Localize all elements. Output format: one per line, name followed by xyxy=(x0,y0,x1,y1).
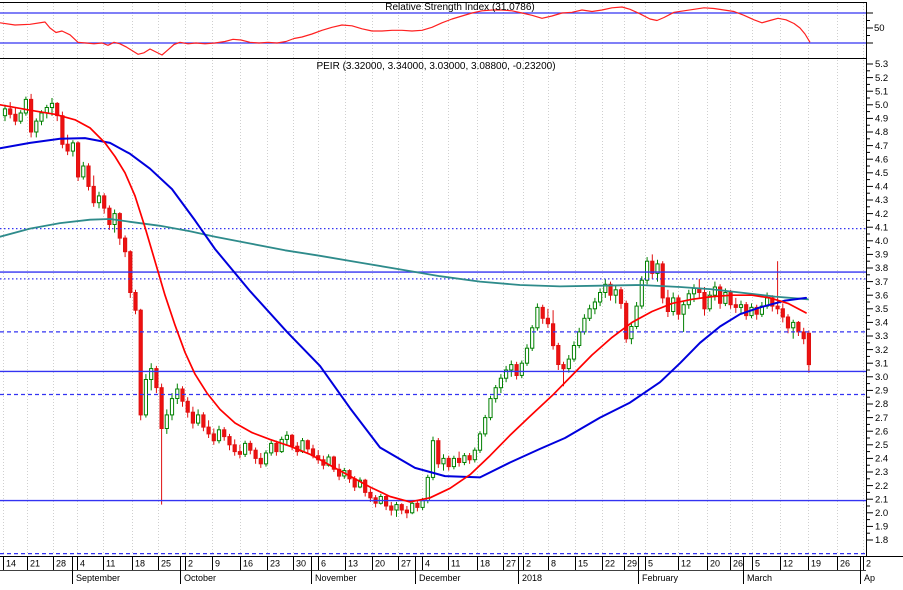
svg-text:4.0: 4.0 xyxy=(875,236,888,247)
svg-text:11: 11 xyxy=(106,559,115,569)
svg-text:23: 23 xyxy=(270,559,280,569)
rsi-indicator-title: Relative Strength Index (31.0786) xyxy=(385,2,535,13)
svg-text:11: 11 xyxy=(451,559,460,569)
svg-text:4.8: 4.8 xyxy=(875,127,888,138)
svg-text:3.5: 3.5 xyxy=(875,304,888,315)
svg-text:6: 6 xyxy=(321,559,326,569)
svg-text:November: November xyxy=(315,573,357,583)
price-axis: 5.3 5.2 5.1 5.0 4.9 4.8 4.7 4.6 4.5 4.4 4.3 4.2 4.1 4… xyxy=(866,59,888,546)
svg-text:3.1: 3.1 xyxy=(875,358,888,369)
svg-text:4: 4 xyxy=(80,559,85,569)
rsi-axis-ticks xyxy=(866,12,873,44)
svg-text:4.1: 4.1 xyxy=(875,222,888,233)
svg-text:October: October xyxy=(184,573,216,583)
svg-text:5: 5 xyxy=(648,559,653,569)
ma-long-teal xyxy=(0,218,809,301)
svg-text:2.8: 2.8 xyxy=(875,399,888,410)
svg-text:February: February xyxy=(642,573,679,583)
date-axis-months: September October November December 2018 Febr… xyxy=(72,557,875,584)
svg-text:25: 25 xyxy=(161,559,171,569)
svg-text:27: 27 xyxy=(401,559,411,569)
rsi-line xyxy=(0,6,811,56)
svg-text:3.9: 3.9 xyxy=(875,250,888,261)
svg-text:13: 13 xyxy=(348,559,358,569)
svg-text:2.6: 2.6 xyxy=(875,426,888,437)
svg-text:5.3: 5.3 xyxy=(875,59,888,70)
svg-text:2.0: 2.0 xyxy=(875,508,888,519)
svg-text:2.1: 2.1 xyxy=(875,494,888,505)
svg-text:September: September xyxy=(76,573,120,583)
ma-fast-red xyxy=(0,103,807,503)
svg-text:22: 22 xyxy=(605,559,615,569)
svg-text:3.8: 3.8 xyxy=(875,263,888,274)
svg-text:5.1: 5.1 xyxy=(875,86,888,97)
svg-text:2.7: 2.7 xyxy=(875,413,888,424)
svg-text:4.2: 4.2 xyxy=(875,209,888,220)
svg-text:4.3: 4.3 xyxy=(875,195,888,206)
svg-text:3.6: 3.6 xyxy=(875,290,888,301)
svg-text:27: 27 xyxy=(506,559,516,569)
svg-text:4.4: 4.4 xyxy=(875,182,888,193)
svg-text:19: 19 xyxy=(811,559,821,569)
svg-text:2.3: 2.3 xyxy=(875,467,888,478)
rsi-level-lines xyxy=(0,12,866,44)
price-level-lines xyxy=(0,228,866,555)
svg-text:March: March xyxy=(747,573,772,583)
svg-text:3.0: 3.0 xyxy=(875,372,888,383)
svg-text:2.9: 2.9 xyxy=(875,386,888,397)
svg-text:8: 8 xyxy=(551,559,556,569)
svg-text:2.4: 2.4 xyxy=(875,454,888,465)
svg-text:4.5: 4.5 xyxy=(875,168,888,179)
svg-text:3.7: 3.7 xyxy=(875,277,888,288)
svg-text:4.7: 4.7 xyxy=(875,141,888,152)
svg-text:26: 26 xyxy=(840,559,850,569)
svg-text:30: 30 xyxy=(296,559,306,569)
svg-text:3.3: 3.3 xyxy=(875,331,888,342)
svg-text:18: 18 xyxy=(135,559,145,569)
svg-text:1.8: 1.8 xyxy=(875,535,888,546)
svg-text:4: 4 xyxy=(425,559,430,569)
svg-text:2.5: 2.5 xyxy=(875,440,888,451)
svg-text:12: 12 xyxy=(783,559,793,569)
candles-layer xyxy=(2,93,811,519)
svg-text:20: 20 xyxy=(375,559,385,569)
svg-text:4.6: 4.6 xyxy=(875,154,888,165)
svg-text:15: 15 xyxy=(578,559,588,569)
svg-text:12: 12 xyxy=(681,559,691,569)
svg-text:2: 2 xyxy=(866,559,871,569)
svg-text:2.2: 2.2 xyxy=(875,481,888,492)
svg-text:14: 14 xyxy=(6,559,16,569)
svg-text:9: 9 xyxy=(215,559,220,569)
svg-text:5.2: 5.2 xyxy=(875,73,888,84)
svg-text:29: 29 xyxy=(627,559,637,569)
svg-text:28: 28 xyxy=(56,559,66,569)
svg-text:Ap: Ap xyxy=(864,573,875,583)
grid-layer xyxy=(3,3,864,555)
svg-text:18: 18 xyxy=(480,559,490,569)
svg-text:3.2: 3.2 xyxy=(875,345,888,356)
svg-text:4.9: 4.9 xyxy=(875,114,888,125)
svg-text:5: 5 xyxy=(755,559,760,569)
panel-borders xyxy=(0,2,903,571)
svg-text:20: 20 xyxy=(710,559,720,569)
svg-text:2: 2 xyxy=(526,559,531,569)
svg-text:December: December xyxy=(419,573,461,583)
ma-slow-blue xyxy=(0,137,807,479)
svg-text:2018: 2018 xyxy=(522,573,542,583)
svg-text:16: 16 xyxy=(243,559,253,569)
symbol-title: PEIR (3.32000, 3.34000, 3.03000, 3.08800… xyxy=(316,61,556,72)
svg-text:1.9: 1.9 xyxy=(875,522,888,533)
svg-text:21: 21 xyxy=(30,559,40,569)
svg-text:5.0: 5.0 xyxy=(875,100,888,111)
date-axis-weeks: 14 21 28 4 11 18 25 2 9 16 23 30 6 13 20 27 4 11 18 27 2 8 15 2… xyxy=(3,557,871,570)
svg-text:2: 2 xyxy=(188,559,193,569)
svg-text:26: 26 xyxy=(733,559,743,569)
svg-text:3.4: 3.4 xyxy=(875,318,888,329)
rsi-axis-label: 50 xyxy=(874,23,885,34)
